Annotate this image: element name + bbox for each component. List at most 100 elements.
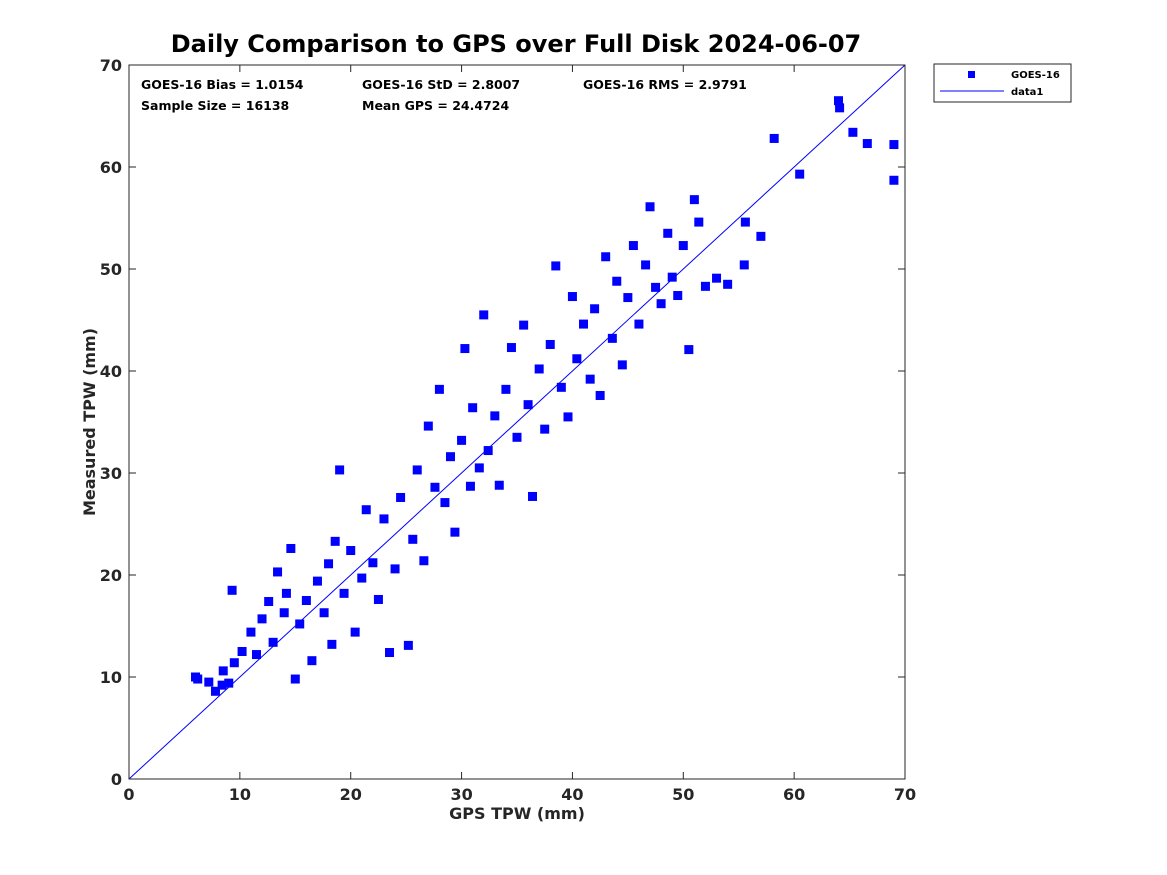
scatter-point xyxy=(307,656,317,666)
scatter-point xyxy=(268,637,278,647)
scatter-point xyxy=(479,310,489,320)
scatter-point xyxy=(227,585,237,595)
scatter-point xyxy=(327,639,337,649)
scatter-point xyxy=(645,202,655,212)
x-tick-label: 30 xyxy=(450,785,472,804)
x-tick-label: 50 xyxy=(672,785,694,804)
legend-box xyxy=(933,63,1072,103)
x-tick-label: 20 xyxy=(340,785,362,804)
scatter-point xyxy=(595,390,605,400)
scatter-point xyxy=(408,534,418,544)
y-tick-label: 60 xyxy=(100,158,122,177)
scatter-point xyxy=(264,597,274,607)
scatter-point xyxy=(501,384,511,394)
scatter-point xyxy=(440,498,450,508)
scatter-point xyxy=(607,333,617,343)
scatter-point xyxy=(612,276,622,286)
scatter-point xyxy=(545,339,555,349)
scatter-point xyxy=(385,648,395,658)
scatter-point xyxy=(684,345,694,355)
scatter-point xyxy=(246,627,256,637)
scatter-point xyxy=(617,360,627,370)
scatter-point xyxy=(204,677,214,687)
scatter-point xyxy=(460,344,470,354)
scatter-point xyxy=(623,293,633,303)
y-tick-label: 0 xyxy=(111,770,122,789)
x-tick-label: 40 xyxy=(561,785,583,804)
bias-annotation: GOES-16 Bias = 1.0154 xyxy=(141,77,304,92)
scatter-point xyxy=(835,103,845,113)
scatter-point xyxy=(656,299,666,309)
scatter-point xyxy=(224,678,234,688)
scatter-point xyxy=(689,195,699,205)
scatter-point xyxy=(468,403,478,413)
scatter-point xyxy=(434,384,444,394)
scatter-point xyxy=(419,556,429,566)
scatter-point xyxy=(483,446,493,456)
scatter-point xyxy=(512,432,522,442)
scatter-point xyxy=(350,627,360,637)
scatter-point xyxy=(634,319,644,329)
y-tick-label: 20 xyxy=(100,566,122,585)
scatter-point xyxy=(769,133,779,143)
x-tick-label: 0 xyxy=(123,785,134,804)
scatter-point xyxy=(339,588,349,598)
x-tick-label: 10 xyxy=(229,785,251,804)
scatter-point xyxy=(251,650,261,660)
scatter-point xyxy=(430,482,440,492)
scatter-point xyxy=(396,492,406,502)
scatter-point xyxy=(712,273,722,283)
scatter-point xyxy=(528,491,538,501)
scatter-point xyxy=(412,465,422,475)
scatter-point xyxy=(663,228,673,238)
scatter-point xyxy=(572,354,582,364)
scatter-point xyxy=(494,480,504,490)
scatter-point xyxy=(217,680,227,690)
plot-frame xyxy=(128,64,906,780)
scatter-point xyxy=(601,252,611,262)
legend-label-goes16: GOES-16 xyxy=(1011,70,1060,81)
scatter-point xyxy=(403,640,413,650)
x-tick-label: 70 xyxy=(894,785,916,804)
y-tick-label: 30 xyxy=(100,464,122,483)
scatter-point xyxy=(279,608,289,618)
scatter-point xyxy=(373,594,383,604)
scatter-point xyxy=(519,320,529,330)
scatter-point xyxy=(346,546,356,556)
chart-title: Daily Comparison to GPS over Full Disk 2… xyxy=(171,30,862,58)
scatter-point xyxy=(474,463,484,473)
scatter-point xyxy=(379,514,389,524)
scatter-point xyxy=(312,576,322,586)
axis-ticks: 0 10 20 30 40 50 60 70 0 10 20 30 40 50 60 70 xyxy=(100,56,916,804)
scatter-point xyxy=(739,260,749,270)
std-annotation: GOES-16 StD = 2.8007 xyxy=(362,77,520,92)
y-tick-label: 40 xyxy=(100,362,122,381)
scatter-point xyxy=(667,272,677,282)
scatter-point xyxy=(319,608,329,618)
y-tick-label: 70 xyxy=(100,56,122,75)
scatter-point xyxy=(423,421,433,431)
scatter-point xyxy=(210,686,220,696)
scatter-point xyxy=(335,465,345,475)
scatter-point xyxy=(301,596,311,605)
scatter-point xyxy=(556,382,566,392)
rms-annotation: GOES-16 RMS = 2.9791 xyxy=(583,77,747,92)
scatter-point xyxy=(193,674,203,684)
scatter-point xyxy=(465,481,475,491)
scatter-point xyxy=(833,96,843,106)
x-axis-label: GPS TPW (mm) xyxy=(449,804,585,823)
scatter-point xyxy=(795,169,805,179)
scatter-point xyxy=(445,452,455,462)
scatter-point xyxy=(286,543,296,553)
scatter-point xyxy=(534,364,544,374)
scatter-point xyxy=(357,573,367,583)
scatter-point xyxy=(218,666,228,676)
scatter-point xyxy=(506,343,516,353)
scatter-point xyxy=(368,558,378,568)
scatter-point xyxy=(694,217,704,227)
scatter-point xyxy=(490,411,500,421)
scatter-point xyxy=(551,261,561,271)
scatter-point xyxy=(237,647,247,656)
scatter-point xyxy=(290,674,300,684)
